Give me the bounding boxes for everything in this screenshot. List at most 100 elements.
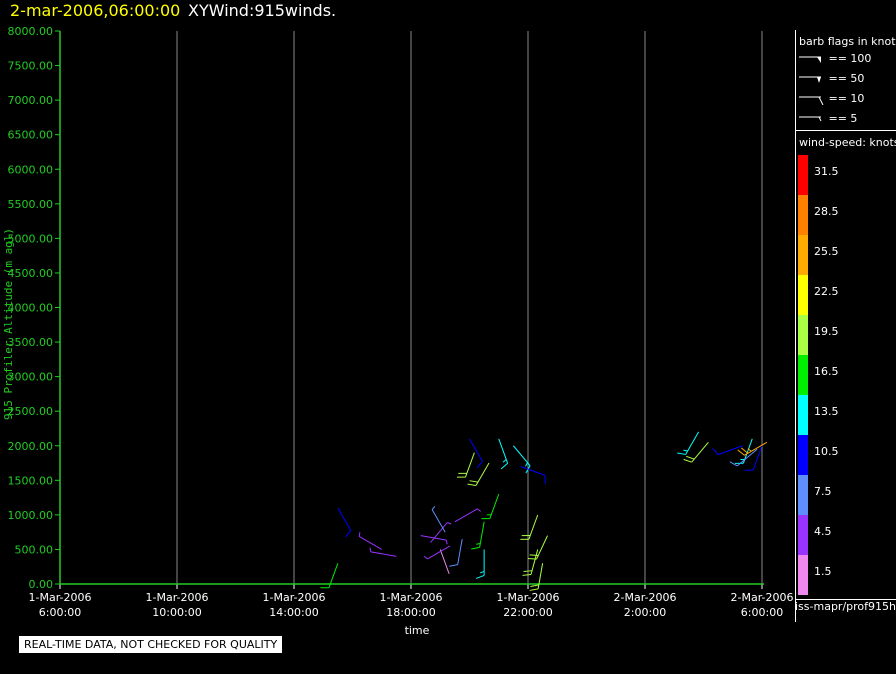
flag-legend-row: == 50 [799,72,864,85]
y-tick-label: 6000.00 [8,163,54,176]
wind-barb [320,563,339,589]
legend-separator [796,599,896,600]
x-tick-label-time: 18:00:00 [386,606,435,619]
y-tick-label: 4000.00 [8,302,54,315]
wind-barb [737,441,768,456]
y-tick-label: 5500.00 [8,198,54,211]
wind-barb [734,438,753,464]
x-tick-label-time: 6:00:00 [741,606,783,619]
flag-legend-row: == 100 [799,52,871,65]
colorbar-label: 19.5 [814,325,839,338]
x-tick-label-date: 1-Mar-2006 [263,591,326,604]
colorbar-swatch [798,315,808,355]
y-tick-label: 6500.00 [8,129,54,142]
y-axis-label: 915 Profiler Altitude (m agl) [2,227,15,420]
flag-legend-row: == 10 [799,92,865,106]
wind-barb [469,438,483,469]
x-axis-label: time [405,624,430,637]
colorbar-label: 7.5 [814,485,832,498]
y-tick-label: 500.00 [15,543,54,556]
wind-barb [498,438,509,470]
y-tick-label: 7500.00 [8,60,54,73]
colorbar-swatch [798,195,808,235]
colorbar-swatch [798,155,808,195]
wind-barb [337,507,352,538]
header-timestamp: 2-mar-2006,06:00:00 [10,1,181,20]
y-tick-label: 2500.00 [8,405,54,418]
wind-barb [520,466,546,484]
barb-flag-icon [799,96,824,106]
y-tick-label: 5000.00 [8,232,54,245]
colorbar-swatch [798,435,808,475]
flag-legend-label: == 5 [828,112,858,125]
x-tick-label-time: 22:00:00 [503,606,552,619]
x-tick-label-time: 2:00:00 [624,606,666,619]
wind-barb [527,535,548,560]
y-tick-label: 1000.00 [8,509,54,522]
y-tick-label: 8000.00 [8,25,54,38]
wind-barb [481,493,500,520]
wind-barb [683,441,709,463]
wind-barb [712,445,743,456]
header-title: XYWind:915winds. [188,1,337,20]
legend-panel: barb flags in knots == 100 == 50 == 10 =… [795,30,896,622]
x-tick-label-date: 1-Mar-2006 [146,591,209,604]
colorbar-label: 13.5 [814,405,839,418]
y-tick-label: 2000.00 [8,440,54,453]
colorbar-swatch [798,275,808,315]
wind-barb [369,547,397,557]
wind-barb [744,445,763,471]
wind-barb [467,462,490,487]
x-tick-label-date: 1-Mar-2006 [29,591,92,604]
colorbar-swatch [798,555,808,595]
wind-barb [423,545,451,560]
wind-barb [449,538,463,567]
colorbar-swatch [798,395,808,435]
colorbar-label: 22.5 [814,285,839,298]
barb-flag-icon [799,56,821,63]
x-tick-label-date: 2-Mar-2006 [614,591,677,604]
x-tick-label-date: 1-Mar-2006 [497,591,560,604]
wind-barb [522,549,539,576]
flag-legend-label: == 100 [828,52,872,65]
colorbar-label: 10.5 [814,445,839,458]
colorbar-swatch [798,355,808,395]
y-tick-label: 3000.00 [8,371,54,384]
legend-separator [796,130,896,131]
x-tick-label-time: 10:00:00 [152,606,201,619]
colorbar-swatch [798,475,808,515]
wind-barb [430,522,452,543]
y-tick-label: 7000.00 [8,94,54,107]
flag-legend-label: == 50 [828,72,865,85]
flag-legend-row: == 5 [799,112,857,125]
colorbar-label: 16.5 [814,365,839,378]
wind-barb [471,521,485,550]
source-label: iss-mapr/prof915h [795,600,896,613]
flags-legend-title: barb flags in knots [799,35,896,48]
y-tick-label: 3500.00 [8,336,54,349]
wind-barb [454,508,482,523]
colorbar-label: 31.5 [814,165,839,178]
colorbar-swatch [798,515,808,555]
wind-barb [729,448,758,467]
wind-barb [420,535,448,545]
speed-legend-title: wind-speed: knots [799,136,896,149]
flag-legend-label: == 10 [828,92,865,105]
wind-barb [358,532,382,550]
colorbar-label: 1.5 [814,565,832,578]
wind-barb [520,514,539,540]
x-tick-label-time: 14:00:00 [269,606,318,619]
wind-barb [439,549,450,575]
y-tick-label: 0.00 [29,578,54,591]
x-tick-label-time: 6:00:00 [39,606,81,619]
colorbar-swatch [798,235,808,275]
quality-notice: REAL-TIME DATA, NOT CHECKED FOR QUALITY [19,636,283,653]
barb-flag-icon [799,116,822,122]
y-tick-label: 1500.00 [8,474,54,487]
barb-flag-icon [799,76,821,83]
wind-barb [456,452,475,478]
wind-barb [475,549,485,579]
colorbar-label: 4.5 [814,525,832,538]
wind-barb [529,563,544,591]
